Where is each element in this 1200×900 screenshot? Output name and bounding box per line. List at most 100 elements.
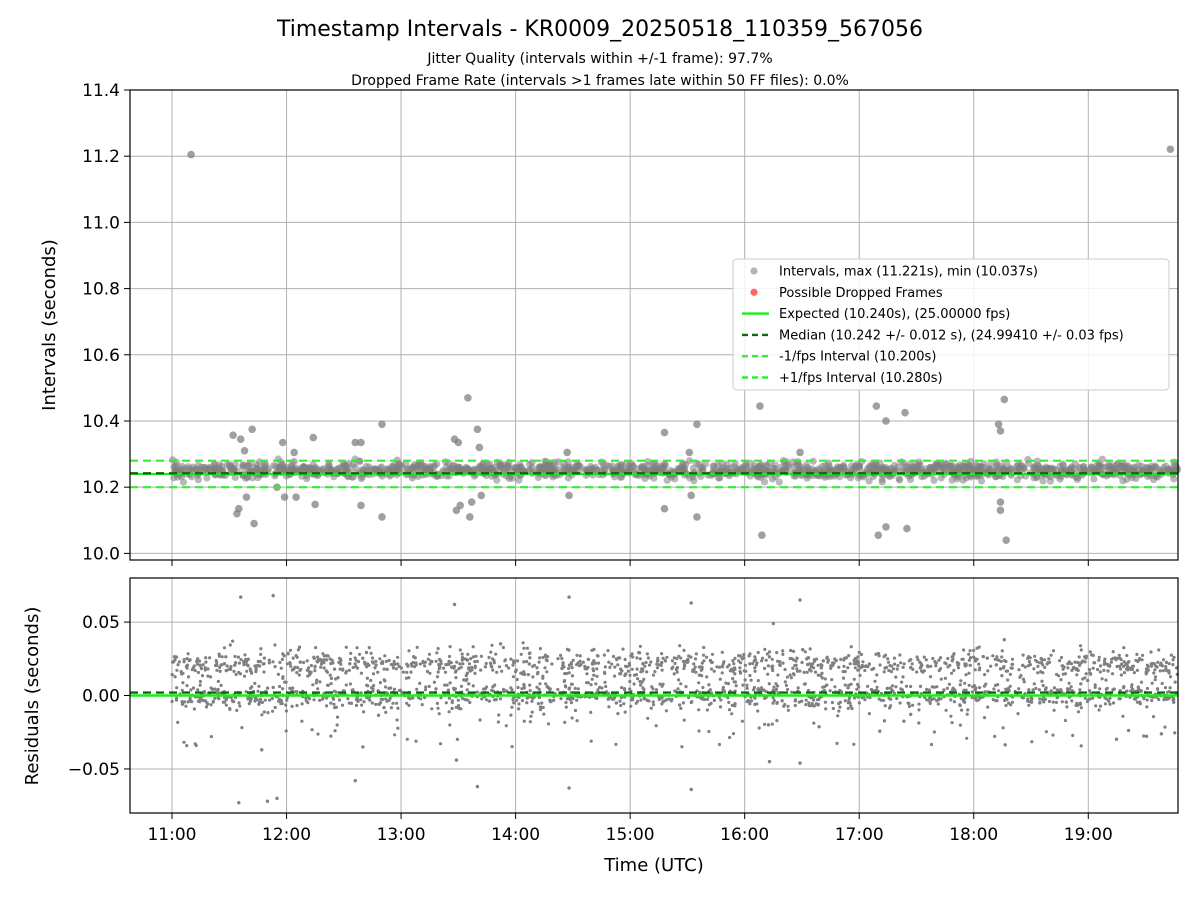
residual-point: [271, 685, 275, 690]
residual-point: [651, 673, 656, 677]
residual-point: [842, 664, 846, 669]
residual-point: [213, 687, 217, 691]
residual-point: [324, 658, 328, 662]
residual-point: [642, 677, 646, 682]
residual-point: [721, 688, 725, 692]
residual-point: [656, 659, 660, 663]
residual-point: [1149, 650, 1153, 654]
residual-point: [316, 687, 320, 691]
residual-point: [922, 669, 927, 673]
residual-point: [425, 669, 430, 674]
residual-point: [1150, 698, 1154, 703]
residual-point: [738, 666, 742, 670]
residual-point: [428, 671, 432, 675]
residual-point: [543, 666, 547, 670]
residual-point: [395, 701, 399, 705]
residual-point: [571, 658, 575, 663]
residual-point: [398, 688, 402, 692]
residual-point: [379, 701, 383, 705]
residual-point: [531, 696, 535, 700]
residual-point: [454, 676, 458, 680]
interval-point: [855, 462, 863, 471]
residual-point: [856, 655, 860, 659]
residual-point: [719, 698, 723, 702]
intervals-reference-lines: [130, 459, 1178, 489]
residual-point: [879, 691, 884, 695]
residual-point: [1078, 688, 1082, 692]
residual-point: [1055, 696, 1059, 700]
residual-point: [699, 696, 704, 700]
residual-point: [709, 691, 714, 695]
residual-point: [1051, 733, 1055, 737]
residual-point: [1027, 703, 1031, 707]
residual-point: [290, 704, 294, 709]
residual-point: [199, 696, 203, 700]
interval-point: [395, 460, 403, 468]
residual-point: [447, 659, 451, 663]
residual-point: [531, 664, 535, 669]
residual-point: [875, 685, 879, 689]
residual-point: [760, 688, 764, 693]
residual-point: [720, 650, 724, 654]
residual-point: [511, 675, 515, 679]
residual-point: [918, 666, 922, 670]
interval-point: [895, 475, 903, 483]
residual-point: [1036, 671, 1040, 675]
residual-point: [1125, 667, 1129, 671]
residual-point: [368, 698, 372, 702]
interval-point: [1079, 463, 1087, 471]
residual-point: [741, 683, 745, 687]
intervals-y-axis-label: Intervals (seconds): [39, 239, 60, 411]
residual-point: [909, 658, 913, 662]
residual-point: [550, 662, 554, 666]
residual-point: [463, 698, 468, 702]
residual-point: [362, 700, 366, 704]
residual-point: [856, 668, 860, 672]
residual-point: [967, 683, 971, 688]
interval-outlier-point: [882, 417, 890, 425]
residual-point: [675, 657, 679, 661]
interval-outlier-point: [242, 493, 251, 501]
residual-point: [901, 675, 905, 679]
residual-point: [763, 647, 767, 652]
residual-point: [581, 660, 585, 664]
residual-point: [519, 652, 523, 656]
residual-outlier-point: [260, 748, 264, 752]
residual-point: [619, 703, 623, 708]
residual-point: [889, 664, 894, 668]
interval-point: [559, 463, 567, 471]
residual-point: [1088, 671, 1092, 675]
residual-point: [645, 670, 649, 674]
interval-outlier-point: [311, 500, 319, 509]
residual-point: [706, 697, 710, 701]
residual-point: [838, 700, 843, 704]
residual-point: [694, 670, 698, 674]
residual-point: [930, 685, 934, 689]
residual-point: [1118, 697, 1122, 701]
residual-point: [186, 675, 191, 679]
residual-point: [839, 690, 844, 694]
residual-point: [310, 728, 314, 732]
residual-point: [1010, 657, 1015, 661]
residual-point: [538, 708, 543, 712]
residual-point: [180, 702, 185, 706]
residual-point: [1117, 653, 1121, 657]
residual-point: [849, 704, 853, 708]
residual-point: [998, 667, 1003, 671]
residual-point: [734, 684, 738, 688]
residual-point: [635, 656, 639, 660]
residuals-points: [237, 593, 1006, 805]
residual-point: [771, 688, 775, 692]
residual-point: [374, 702, 378, 707]
residual-point: [589, 739, 593, 743]
residual-point: [844, 656, 848, 660]
interval-point: [1063, 466, 1071, 474]
residual-point: [859, 652, 864, 657]
interval-outlier-point: [687, 491, 696, 500]
residual-point: [728, 669, 732, 673]
residual-point: [738, 670, 742, 674]
residual-point: [248, 697, 252, 701]
interval-point: [422, 465, 430, 473]
residual-point: [525, 659, 529, 664]
residual-point: [317, 658, 321, 662]
